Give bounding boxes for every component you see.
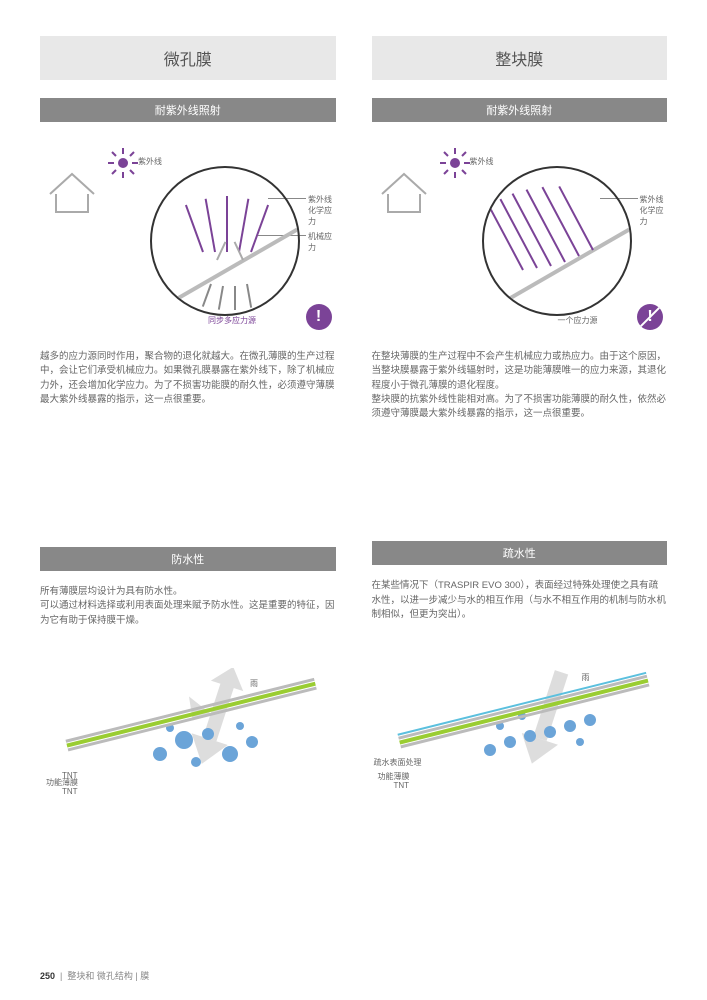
mech-label: 机械应力: [308, 231, 336, 253]
single-stress-label: 一个应力源: [558, 315, 598, 326]
right-water-text: 在某些情况下（TRASPIR EVO 300），表面经过特殊处理使之具有疏水性，…: [372, 579, 668, 622]
left-column: 微孔膜 耐紫外线照射 紫外线 紫外线化学应力: [40, 36, 336, 838]
house-icon: [48, 172, 96, 216]
right-uv-diagram: 紫外线 紫外线化学应力 一个应力源 !: [372, 136, 668, 336]
no-badge: !: [637, 304, 663, 330]
breadcrumb: 整块和 微孔结构 | 膜: [67, 971, 149, 981]
house-icon: [380, 172, 428, 216]
left-uv-diagram: 紫外线 紫外线化学应力 机械应力: [40, 136, 336, 336]
right-header: 整块膜: [372, 36, 668, 80]
sun-icon: [108, 148, 138, 178]
right-uv-title: 耐紫外线照射: [372, 98, 668, 122]
right-water-title: 疏水性: [372, 541, 668, 565]
chem-label: 紫外线化学应力: [308, 194, 336, 227]
left-water-title: 防水性: [40, 547, 336, 571]
left-uv-title: 耐紫外线照射: [40, 98, 336, 122]
uv-label: 紫外线: [470, 156, 494, 167]
uv-label: 紫外线: [138, 156, 162, 167]
circle-magnify: [482, 166, 632, 316]
tnt-label: TNT: [394, 781, 410, 790]
tnt-label-2: TNT: [62, 787, 78, 796]
circle-magnify: [150, 166, 300, 316]
page-footer: 250 | 整块和 微孔结构 | 膜: [40, 969, 149, 982]
multi-stress-label: 同步多应力源: [208, 315, 256, 326]
chem-label: 紫外线化学应力: [640, 194, 668, 227]
right-column: 整块膜 耐紫外线照射 紫外线 紫外线化学应力: [372, 36, 668, 838]
rain-label: 雨: [582, 672, 590, 683]
left-uv-text: 越多的应力源同时作用，聚合物的退化就越大。在微孔薄膜的生产过程中，会让它们承受机…: [40, 350, 336, 407]
left-water-text: 所有薄膜层均设计为具有防水性。 可以通过材料选择或利用表面处理来赋予防水性。这是…: [40, 585, 336, 628]
left-water-diagram: 雨 TNT 功能薄膜 TNT: [40, 648, 336, 838]
sun-icon: [440, 148, 470, 178]
hydro-label: 疏水表面处理: [374, 757, 422, 768]
right-uv-text: 在整块薄膜的生产过程中不会产生机械应力或热应力。由于这个原因，当整块膜暴露于紫外…: [372, 350, 668, 421]
warning-badge: !: [306, 304, 332, 330]
page-number: 250: [40, 971, 55, 981]
rain-label: 雨: [250, 678, 258, 689]
right-water-diagram: 雨 疏水表面处理 功能薄膜 TNT: [372, 642, 668, 832]
left-header: 微孔膜: [40, 36, 336, 80]
